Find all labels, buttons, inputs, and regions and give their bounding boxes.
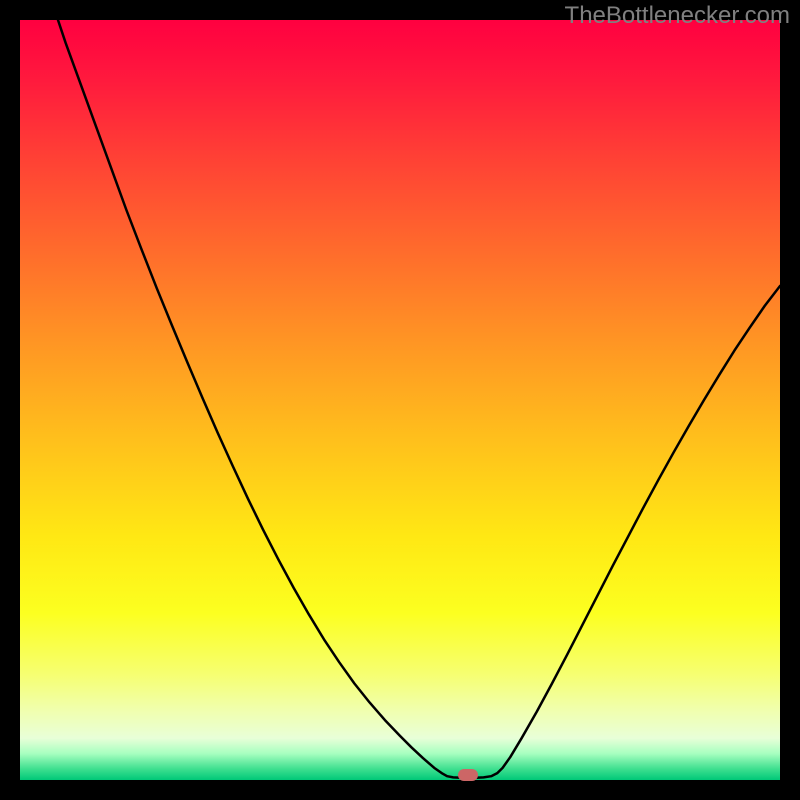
watermark-text: TheBottlenecker.com <box>565 2 790 30</box>
bottleneck-curve <box>58 20 780 778</box>
optimum-marker <box>458 769 478 781</box>
plot-area <box>20 20 780 780</box>
curve-svg <box>20 20 780 780</box>
chart-root: TheBottlenecker.com <box>0 0 800 800</box>
